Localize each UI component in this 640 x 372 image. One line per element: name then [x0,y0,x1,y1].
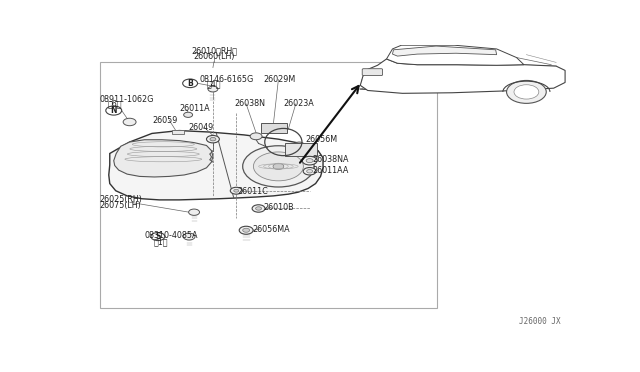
FancyBboxPatch shape [285,143,317,156]
Text: 26011C: 26011C [237,187,268,196]
Circle shape [252,205,265,212]
Circle shape [234,189,239,192]
Circle shape [253,152,303,181]
FancyBboxPatch shape [362,69,383,76]
Text: S: S [155,232,161,241]
Text: N: N [111,106,117,115]
Circle shape [208,86,218,92]
Circle shape [210,137,216,141]
Circle shape [306,158,313,163]
Circle shape [273,163,284,170]
Circle shape [106,106,122,115]
Text: 26010（RH）: 26010（RH） [191,46,237,55]
Text: 26075(LH): 26075(LH) [100,201,141,209]
Text: 26011AA: 26011AA [312,166,349,174]
Circle shape [514,85,539,99]
Text: 26059: 26059 [152,116,177,125]
Polygon shape [109,131,323,200]
Text: 26025(RH): 26025(RH) [100,195,143,204]
Text: 26038NA: 26038NA [312,155,349,164]
Text: 26056MA: 26056MA [253,225,290,234]
Text: 08911-1062G: 08911-1062G [100,94,154,103]
Circle shape [239,226,253,234]
Polygon shape [387,45,524,65]
Text: 26049: 26049 [188,123,213,132]
Text: 26029M: 26029M [264,74,296,83]
Polygon shape [114,140,213,177]
Text: J26000 JX: J26000 JX [520,317,561,326]
Bar [100,62,437,308]
Text: 26010B: 26010B [264,203,294,212]
FancyBboxPatch shape [260,123,287,132]
Circle shape [507,80,547,103]
Circle shape [302,156,317,165]
Text: 26023A: 26023A [284,99,314,108]
Circle shape [183,233,195,240]
Text: 08310-4085A: 08310-4085A [145,231,198,240]
Circle shape [250,133,262,140]
Circle shape [230,187,242,194]
Text: 08146-6165G: 08146-6165G [199,74,253,83]
Circle shape [207,135,220,143]
Text: 26011A: 26011A [179,104,210,113]
Circle shape [184,112,193,118]
Polygon shape [392,46,497,56]
Circle shape [243,146,314,187]
Circle shape [123,118,136,126]
Text: B: B [188,79,193,88]
FancyBboxPatch shape [172,130,184,134]
Text: 26038N: 26038N [235,99,266,108]
Circle shape [294,142,304,148]
Circle shape [307,170,312,173]
Circle shape [255,207,262,210]
Text: 26060(LH): 26060(LH) [193,52,235,61]
Circle shape [243,228,250,232]
Circle shape [151,232,165,241]
Text: （4）: （4） [207,80,221,89]
Text: （6）: （6） [108,100,122,109]
Circle shape [303,167,316,175]
Circle shape [182,79,198,87]
Circle shape [189,209,200,215]
Text: （1）: （1） [154,237,168,246]
Text: 26056M: 26056M [306,135,338,144]
Polygon shape [360,59,565,93]
